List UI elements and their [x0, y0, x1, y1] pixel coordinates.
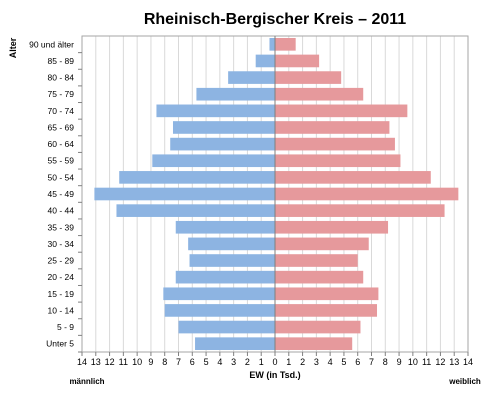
bar-female	[275, 287, 379, 301]
x-tick-label: 8	[162, 357, 167, 367]
age-group-label: 25 - 29	[48, 256, 75, 266]
age-group-label: 50 - 54	[48, 172, 75, 182]
x-tick-label: 0	[272, 357, 277, 367]
x-tick-label: 1	[286, 357, 291, 367]
bar-female	[275, 104, 408, 118]
bar-male	[228, 71, 275, 84]
x-tick-label: 14	[77, 357, 87, 367]
x-tick-label: 5	[204, 357, 209, 367]
x-tick-label: 10	[408, 357, 418, 367]
x-tick-label: 13	[91, 357, 101, 367]
bar-female	[275, 121, 390, 134]
x-tick-labels: 14 13 12 11 10 9 8 7 6 5 4 3 2 1 0 1 2 3 4 5 6 7 8 9 10 11 12 13 14	[77, 357, 473, 367]
x-tick-label: 8	[383, 357, 388, 367]
x-tick-label: 9	[148, 357, 153, 367]
age-group-label: 45 - 49	[48, 189, 75, 199]
bar-female	[275, 71, 342, 84]
bar-female	[275, 187, 459, 201]
bar-male	[189, 254, 275, 267]
bar-female	[275, 320, 361, 334]
age-group-label: 70 - 74	[48, 106, 75, 116]
x-tick-label: 11	[119, 357, 128, 367]
bar-male	[269, 37, 275, 51]
x-tick-label: 4	[217, 357, 222, 367]
x-tick-label: 7	[176, 357, 181, 367]
bar-female	[275, 87, 364, 101]
x-tick-label: 3	[231, 357, 236, 367]
x-tick-label: 11	[422, 357, 431, 367]
bar-male	[196, 87, 275, 101]
age-group-label: 10 - 14	[48, 305, 75, 315]
bar-male	[164, 304, 275, 317]
bar-male	[116, 204, 275, 217]
bar-male	[170, 137, 275, 151]
bar-female	[275, 304, 378, 317]
x-tick-label: 2	[245, 357, 250, 367]
age-group-label: 35 - 39	[48, 222, 75, 232]
x-tick-label: 6	[190, 357, 195, 367]
bar-male	[119, 171, 275, 184]
bar-male	[152, 154, 275, 168]
age-group-label: 85 - 89	[48, 56, 75, 66]
bar-male	[255, 54, 275, 68]
age-group-label: 90 und älter	[29, 39, 74, 49]
x-axis-title: EW (in Tsd.)	[249, 370, 300, 380]
age-group-label: Unter 5	[46, 339, 74, 349]
x-tick-label: 12	[435, 357, 445, 367]
x-tick-label: 2	[300, 357, 305, 367]
bar-male	[163, 287, 275, 301]
bar-male	[156, 104, 275, 118]
x-tick-label: 6	[355, 357, 360, 367]
x-tick-label: 14	[463, 357, 473, 367]
age-group-label: 75 - 79	[48, 89, 75, 99]
age-group-label: 20 - 24	[48, 272, 75, 282]
bar-female	[275, 220, 389, 234]
bars	[94, 37, 459, 351]
bar-female	[275, 270, 364, 284]
bar-female	[275, 237, 369, 251]
age-group-label: 5 - 9	[57, 322, 74, 332]
bar-female	[275, 204, 445, 217]
bar-female	[275, 337, 353, 351]
age-group-labels: 90 und älter 85 - 89 80 - 84 75 - 79 70 - 74…	[29, 39, 74, 348]
x-tick-label: 13	[449, 357, 459, 367]
male-label: männlich	[69, 377, 104, 386]
x-tick-label: 5	[341, 357, 346, 367]
age-group-label: 40 - 44	[48, 206, 75, 216]
age-group-label: 80 - 84	[48, 73, 75, 83]
female-label: weiblich	[448, 377, 481, 386]
age-group-label: 30 - 34	[48, 239, 75, 249]
age-group-label: 55 - 59	[48, 156, 75, 166]
x-tick-label: 12	[105, 357, 115, 367]
x-tick-label: 10	[132, 357, 142, 367]
bar-female	[275, 137, 395, 151]
bar-male	[175, 270, 275, 284]
bar-male	[195, 337, 275, 351]
x-tick-label: 1	[259, 357, 264, 367]
y-axis-title: Alter	[8, 37, 18, 58]
axes	[78, 35, 469, 356]
bar-female	[275, 37, 296, 51]
bar-male	[94, 187, 276, 201]
x-tick-label: 3	[314, 357, 319, 367]
bar-female	[275, 154, 401, 168]
bar-male	[178, 320, 275, 334]
x-tick-label: 4	[328, 357, 333, 367]
x-tick-label: 9	[397, 357, 402, 367]
age-group-label: 15 - 19	[48, 289, 75, 299]
bar-male	[172, 121, 275, 134]
x-tick-label: 7	[369, 357, 374, 367]
bar-female	[275, 54, 320, 68]
age-group-label: 60 - 64	[48, 139, 75, 149]
bar-male	[188, 237, 275, 251]
bar-female	[275, 171, 431, 184]
chart-title: Rheinisch-Bergischer Kreis – 2011	[144, 11, 406, 28]
bar-female	[275, 254, 358, 267]
bar-male	[175, 220, 275, 234]
age-group-label: 65 - 69	[48, 122, 75, 132]
